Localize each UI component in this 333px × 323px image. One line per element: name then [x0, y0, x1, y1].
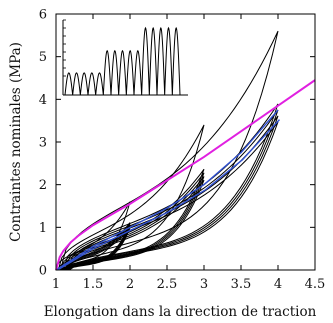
y-tick-label: 2 [39, 178, 47, 193]
experimental-loop [64, 109, 279, 271]
experimental-loop [59, 30, 279, 271]
experimental-loop [64, 176, 205, 271]
plot-frame [55, 13, 316, 271]
x-tick-label: 4 [274, 277, 282, 292]
model-loop-line [55, 109, 279, 271]
x-tick-label: 1 [52, 277, 60, 292]
y-tick-label: 5 [39, 50, 47, 65]
y-tick-label: 3 [39, 136, 47, 151]
experimental-loop [66, 179, 205, 271]
y-tick-label: 6 [39, 8, 47, 23]
y-tick-label: 4 [39, 93, 47, 108]
x-axis: 1 1.5 2 2.5 3 3.5 4 4.5 [52, 14, 325, 292]
x-tick-label: 4.5 [305, 277, 326, 292]
inset-signal [64, 26, 181, 96]
x-tick-label: 1.5 [83, 277, 104, 292]
x-axis-label: Elongation dans la direction de traction [44, 304, 317, 320]
model-loop-line [57, 119, 280, 271]
data-layer [55, 30, 316, 271]
experimental-loop [62, 103, 279, 271]
y-tick-label: 1 [39, 221, 47, 236]
experimental-loop [57, 124, 205, 271]
x-tick-label: 2.5 [157, 277, 178, 292]
inset [62, 19, 188, 96]
experimental-loop [62, 172, 205, 271]
x-tick-label: 3 [200, 277, 208, 292]
y-axis: 0 1 2 3 4 5 6 [39, 8, 315, 279]
x-tick-label: 3.5 [231, 277, 252, 292]
y-tick-label: 0 [39, 264, 47, 279]
x-tick-label: 2 [126, 277, 134, 292]
y-axis-label: Contraintes nominales (MPa) [8, 42, 24, 242]
experimental-loop [66, 115, 279, 271]
model-envelope-line [55, 79, 316, 271]
